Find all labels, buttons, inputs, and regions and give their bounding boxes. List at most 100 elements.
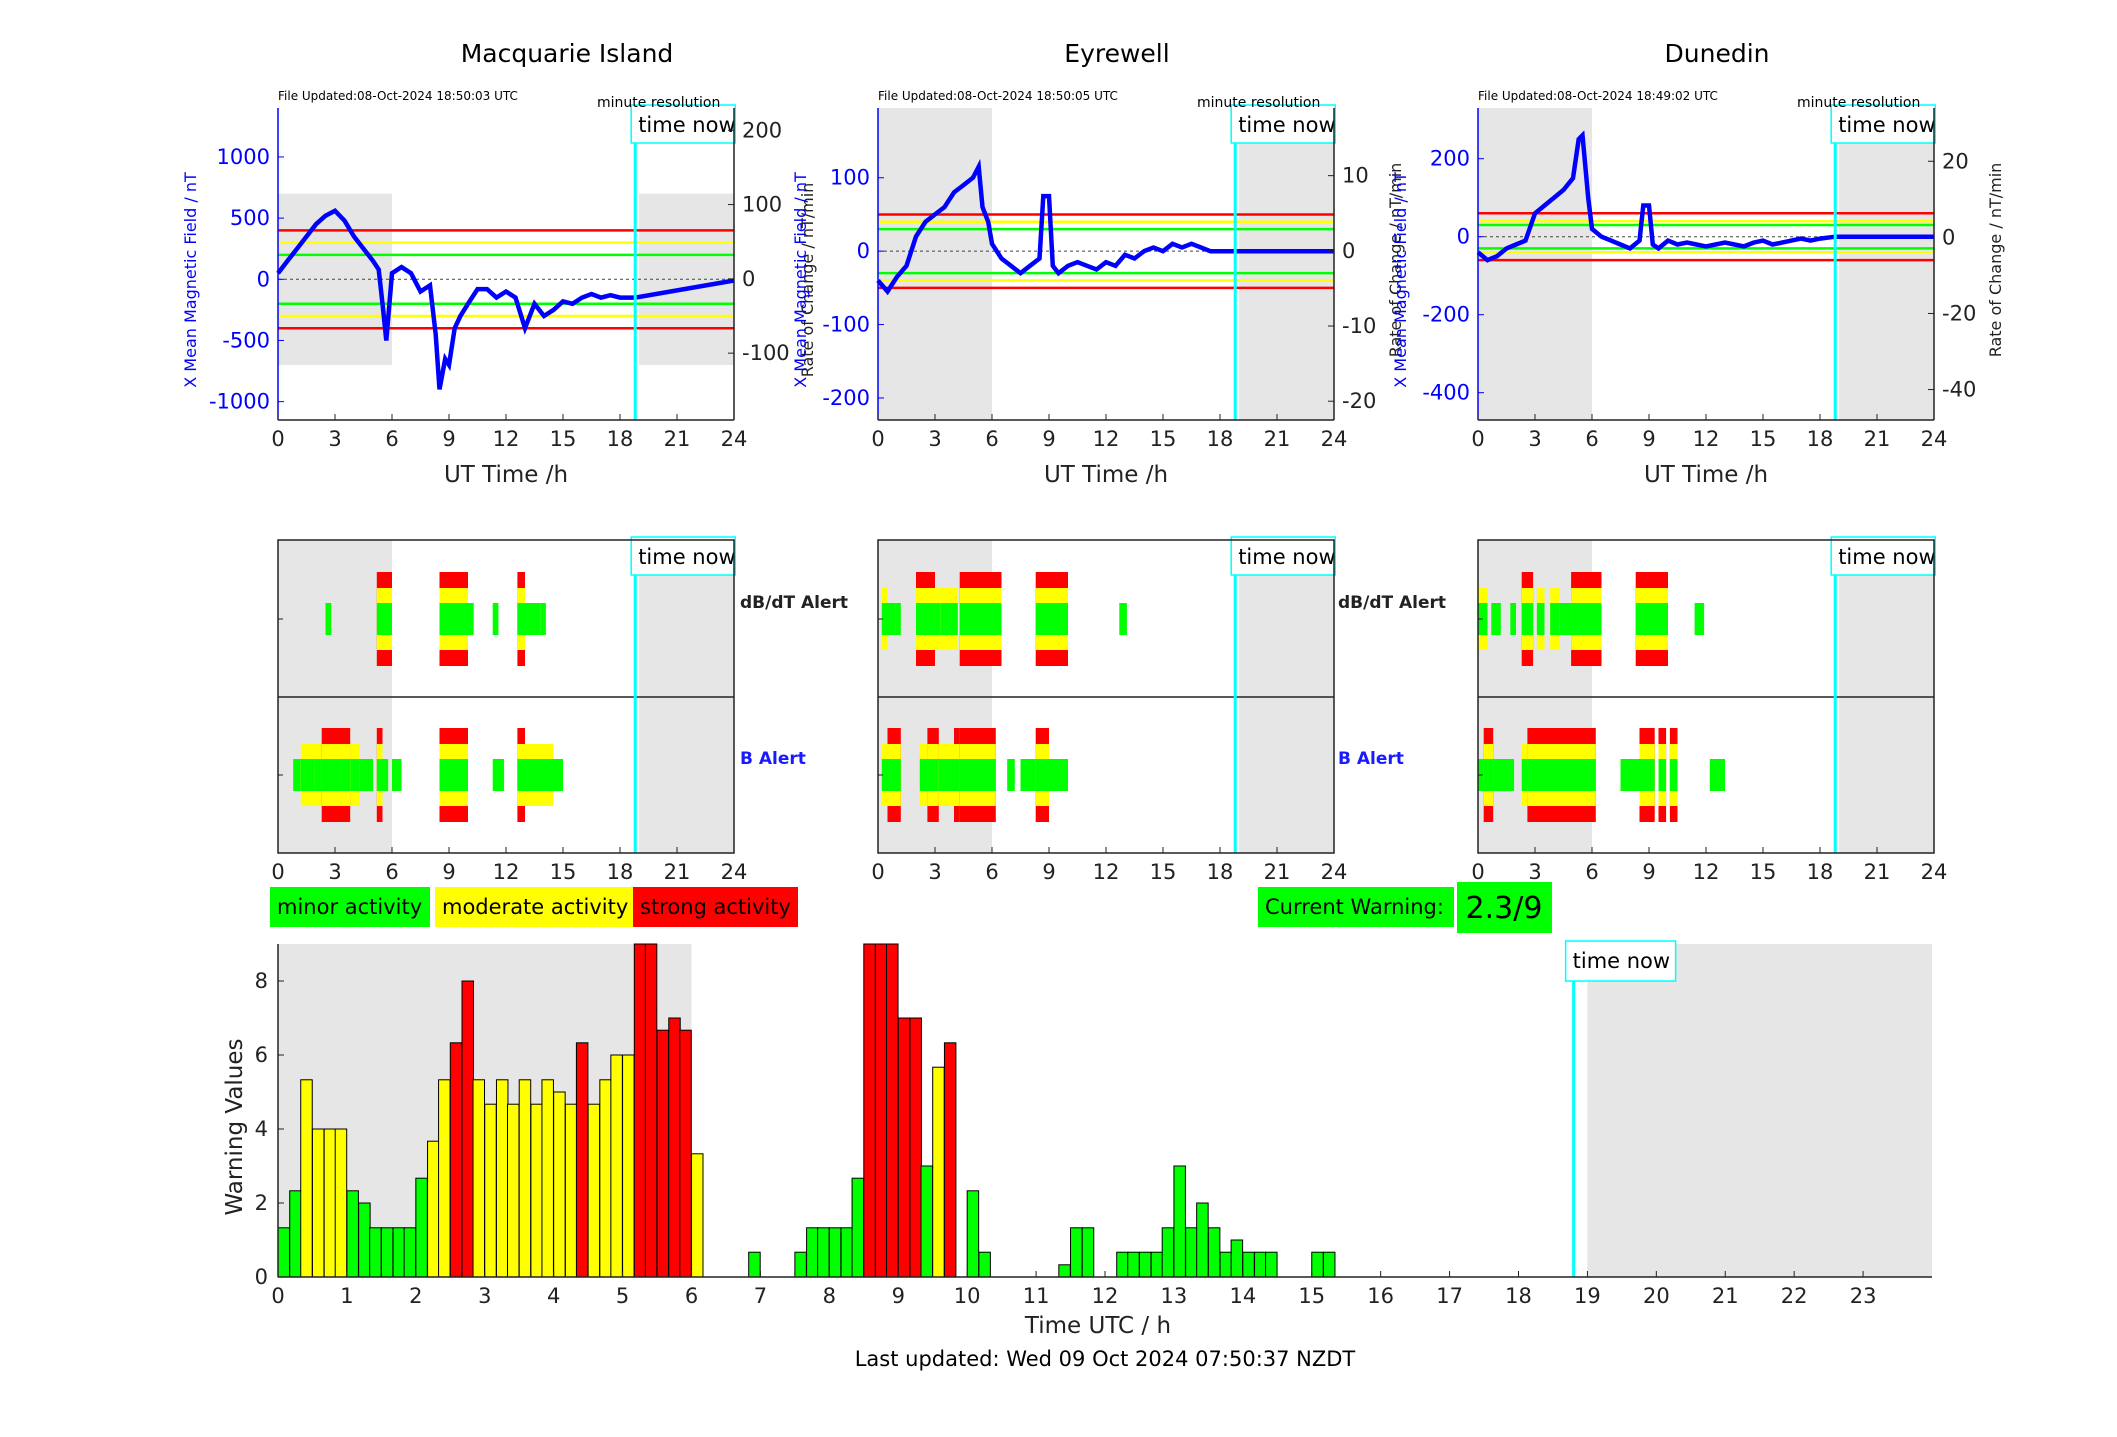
- bar-x-tick-label: 22: [1781, 1284, 1808, 1308]
- bar-x-tick-label: 21: [1712, 1284, 1739, 1308]
- dunedin-alert-time-now-label: time now: [1838, 545, 1935, 569]
- eyrewell-time-now-label: time now: [1238, 113, 1335, 137]
- eyrewell-dbdt-minor-seg: [959, 603, 964, 635]
- warning-bar: [472, 1079, 486, 1278]
- dunedin-minute-resolution: minute resolution: [1797, 95, 1920, 111]
- macquarie-yl-tick-label: 500: [230, 206, 270, 230]
- macquarie-b-minor-seg: [517, 759, 525, 791]
- warning-bar: [1127, 1251, 1140, 1278]
- eyrewell-yl-tick-label: 100: [830, 166, 870, 190]
- current-warning-value: 2.3/9: [1466, 891, 1543, 926]
- macquarie-x-tick-label: 0: [271, 427, 284, 451]
- warning-bar: [311, 1128, 325, 1278]
- eyrewell-yl-tick-label: -100: [822, 313, 870, 337]
- macquarie-x-tick-label: 18: [607, 427, 634, 451]
- eyrewell-alert-time-now-label: time now: [1238, 545, 1335, 569]
- eyrewell-alert-x-tick-label: 15: [1150, 860, 1177, 884]
- dunedin-b-minor-seg: [1493, 759, 1515, 791]
- warning-bar: [1196, 1202, 1209, 1278]
- warning-bar: [978, 1251, 991, 1278]
- eyrewell-ylabel-right: Rate of Change / nT/min: [1386, 163, 1405, 358]
- eyrewell-b-minor-seg: [954, 759, 960, 791]
- warning-bar: [679, 1029, 692, 1278]
- bar-xlabel: Time UTC / h: [1024, 1313, 1171, 1339]
- macquarie-alert-time-now-label: time now: [638, 545, 735, 569]
- dunedin-b-minor-seg: [1483, 759, 1494, 791]
- dunedin-alert-x-tick-label: 6: [1585, 860, 1598, 884]
- warning-bar: [461, 980, 474, 1278]
- dunedin-dbdt-minor-seg: [1694, 603, 1705, 635]
- dunedin-b-minor-seg: [1658, 759, 1667, 791]
- warning-bar: [875, 943, 888, 1278]
- dunedin-x-tick-label: 12: [1693, 427, 1720, 451]
- warning-bar: [1150, 1251, 1164, 1278]
- bar-x-tick-label: 8: [823, 1284, 836, 1308]
- bar-x-tick-label: 17: [1436, 1284, 1463, 1308]
- warning-bar: [334, 1128, 348, 1278]
- warning-bar: [575, 1042, 589, 1278]
- eyrewell-dbdt-alert-label: dB/dT Alert: [1338, 593, 1446, 613]
- bar-x-tick-label: 19: [1574, 1284, 1601, 1308]
- warning-bar: [966, 1190, 980, 1278]
- eyrewell-dbdt-minor-seg: [887, 603, 896, 635]
- dunedin-dbdt-minor-seg: [1571, 603, 1602, 635]
- eyrewell-b-minor-seg: [1049, 759, 1068, 791]
- dunedin-file-updated: File Updated:08-Oct-2024 18:49:02 UTC: [1478, 89, 1718, 103]
- warning-bar: [1173, 1165, 1186, 1278]
- eyrewell-yr-tick-label: 10: [1342, 164, 1369, 188]
- dunedin-field-series: [1476, 130, 1934, 263]
- macquarie-alert-x-tick-label: 18: [607, 860, 634, 884]
- macquarie-x-tick-label: 9: [442, 427, 455, 451]
- bar-y-tick-label: 0: [255, 1265, 268, 1289]
- dunedin-yl-tick-label: -400: [1422, 381, 1470, 405]
- eyrewell-b-minor-seg: [1020, 759, 1036, 791]
- eyrewell-file-updated: File Updated:08-Oct-2024 18:50:05 UTC: [878, 89, 1118, 103]
- eyrewell-dbdt-minor-seg: [940, 603, 958, 635]
- warning-bar: [886, 943, 899, 1278]
- eyrewell-minute-resolution: minute resolution: [1197, 95, 1320, 111]
- macquarie-b-minor-seg: [359, 759, 373, 791]
- eyrewell-night-shade: [1239, 108, 1334, 420]
- macquarie-b-minor-seg: [492, 759, 505, 791]
- bar-x-tick-label: 23: [1850, 1284, 1877, 1308]
- legend-strong-box: [633, 887, 798, 927]
- legend-minor-label: minor activity: [277, 895, 422, 919]
- dunedin-yl-tick-label: 200: [1430, 147, 1470, 171]
- warning-bar: [1058, 1264, 1071, 1278]
- bar-x-tick-label: 20: [1643, 1284, 1670, 1308]
- warning-bar: [1219, 1251, 1233, 1278]
- warning-bar: [1116, 1251, 1129, 1278]
- eyrewell-field-series: [876, 158, 1334, 296]
- warning-bar: [495, 1079, 509, 1278]
- warning-bar: [484, 1103, 497, 1278]
- dunedin-dbdt-minor-seg: [1536, 603, 1545, 635]
- bar-x-tick-label: 0: [271, 1284, 284, 1308]
- eyrewell-yl-tick-label: -200: [822, 386, 870, 410]
- macquarie-dbdt-minor-seg: [492, 603, 499, 635]
- dunedin-night-shade: [1478, 108, 1592, 420]
- legend-strong-label: strong activity: [640, 895, 791, 919]
- dunedin-alert-x-tick-label: 9: [1642, 860, 1655, 884]
- macquarie-b-alert-label: B Alert: [740, 749, 806, 769]
- warning-bar: [1322, 1251, 1336, 1278]
- warning-bar: [794, 1251, 807, 1278]
- bar-x-tick-label: 10: [954, 1284, 981, 1308]
- dunedin-alert-x-tick-label: 18: [1807, 860, 1834, 884]
- macquarie-x-tick-label: 24: [721, 427, 748, 451]
- dunedin-x-tick-label: 9: [1642, 427, 1655, 451]
- dunedin-b-minor-seg: [1709, 759, 1725, 791]
- eyrewell-title: Eyrewell: [1064, 39, 1169, 68]
- eyrewell-b-minor-seg: [887, 759, 901, 791]
- dunedin-dbdt-minor-seg: [1510, 603, 1516, 635]
- warning-bar: [506, 1103, 520, 1278]
- warning-bar: [920, 1165, 933, 1278]
- eyrewell-x-tick-label: 15: [1150, 427, 1177, 451]
- bar-x-tick-label: 2: [409, 1284, 422, 1308]
- macquarie-file-updated: File Updated:08-Oct-2024 18:50:03 UTC: [278, 89, 518, 103]
- dunedin-yr-tick-label: -40: [1942, 378, 1976, 402]
- macquarie-alert-x-tick-label: 15: [550, 860, 577, 884]
